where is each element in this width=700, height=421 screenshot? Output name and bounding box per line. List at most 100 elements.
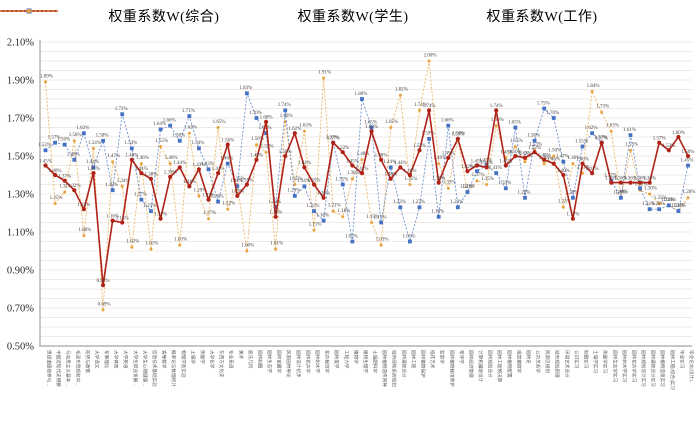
- data-point-value-label: 1.41%: [577, 166, 590, 171]
- x-category-label: 马克思主义基本…: [65, 350, 72, 387]
- data-point-value-label: 1.58%: [527, 134, 540, 139]
- data-point-marker: [43, 148, 48, 153]
- x-category-label: 园林植物造景实习: [659, 350, 666, 387]
- data-point-marker: [417, 148, 422, 153]
- data-point-marker: [485, 183, 489, 186]
- data-point-value-label: 1.32%: [105, 183, 118, 188]
- data-point-value-label: 1.50%: [548, 148, 561, 153]
- data-point-marker: [637, 180, 643, 185]
- data-point-value-label: 1.46%: [567, 156, 580, 161]
- data-point-marker: [244, 182, 249, 187]
- data-point-marker: [149, 247, 153, 251]
- data-point-marker: [225, 161, 230, 166]
- data-point-value-label: 1.31%: [462, 185, 475, 190]
- data-point-marker: [666, 203, 671, 208]
- data-point-marker: [187, 114, 192, 118]
- data-point-value-label: 1.21%: [671, 204, 684, 209]
- data-point-marker: [350, 239, 355, 244]
- data-point-value-label: 1.63%: [606, 124, 619, 129]
- data-point-marker: [446, 155, 451, 160]
- data-point-value-label: 1.37%: [58, 175, 71, 180]
- data-point-value-label: 1.29%: [193, 188, 206, 193]
- data-point-marker: [580, 161, 585, 166]
- data-point-value-label: 1.34%: [183, 180, 196, 185]
- data-point-value-label: 1.56%: [251, 137, 264, 142]
- data-point-marker: [168, 123, 173, 128]
- data-point-value-label: 1.11%: [309, 223, 322, 228]
- data-point-value-label: 1.37%: [472, 173, 485, 178]
- data-point-value-label: 1.40%: [403, 169, 416, 174]
- data-point-marker: [273, 205, 278, 210]
- data-point-marker: [360, 158, 364, 162]
- data-point-marker: [437, 162, 441, 166]
- data-point-value-label: 1.62%: [76, 126, 89, 131]
- data-point-value-label: 1.52%: [261, 145, 274, 150]
- data-point-marker: [522, 155, 528, 160]
- data-point-marker: [158, 216, 163, 221]
- data-point-value-label: 1.26%: [211, 194, 224, 199]
- data-point-value-label: 1.15%: [374, 215, 387, 220]
- data-point-marker: [446, 123, 451, 128]
- data-point-marker: [600, 110, 604, 114]
- legend-label-work: 权重系数W(工作): [486, 10, 598, 25]
- data-point-marker: [628, 148, 632, 152]
- data-point-value-label: 1.45%: [346, 159, 359, 164]
- data-point-value-label: 1.62%: [585, 126, 598, 131]
- data-point-value-label: 1.52%: [336, 146, 349, 151]
- x-category-label: 园林建筑设计: [400, 350, 407, 378]
- x-category-label: 插花艺术: [429, 350, 436, 369]
- data-point-value-label: 1.44%: [394, 161, 407, 166]
- data-point-value-label: 1.02%: [126, 240, 139, 245]
- data-point-value-label: 1.46%: [433, 156, 446, 161]
- data-point-marker: [494, 171, 499, 175]
- data-point-marker: [657, 140, 662, 145]
- data-point-marker: [263, 119, 269, 124]
- data-point-value-label: 1.23%: [393, 200, 406, 205]
- data-point-marker: [331, 140, 336, 145]
- x-category-label: 中国近现代史纲要: [55, 350, 62, 387]
- data-point-value-label: 1.40%: [557, 169, 570, 174]
- data-point-marker: [178, 243, 182, 247]
- data-point-value-label: 1.46%: [547, 157, 560, 162]
- data-point-value-label: 1.17%: [203, 211, 216, 216]
- data-point-marker: [72, 188, 77, 193]
- data-point-value-label: 1.33%: [498, 181, 511, 186]
- x-category-label: 园林花卉学: [304, 350, 311, 373]
- data-point-marker: [235, 184, 240, 189]
- data-point-value-label: 1.28%: [518, 191, 531, 196]
- x-category-label: 毕业实习: [678, 350, 685, 369]
- data-point-marker: [638, 186, 642, 191]
- data-point-value-label: 1.63%: [299, 124, 312, 129]
- legend-item-student: 权重系数W(学生): [0, 6, 408, 26]
- data-point-marker: [129, 146, 134, 151]
- data-point-value-label: 1.59%: [422, 132, 435, 137]
- data-point-marker: [148, 176, 154, 181]
- data-point-marker: [177, 165, 182, 170]
- data-point-marker: [139, 162, 143, 166]
- x-category-label: 工程力学: [343, 350, 350, 369]
- data-point-value-label: 1.57%: [48, 136, 61, 141]
- data-point-value-label: 1.35%: [335, 177, 348, 182]
- data-point-marker: [532, 138, 537, 143]
- data-point-value-label: 1.74%: [423, 104, 436, 109]
- data-point-marker: [196, 167, 202, 172]
- x-category-label: 园林植物保护: [419, 350, 426, 378]
- data-point-value-label: 1.18%: [431, 210, 444, 215]
- data-point-marker: [159, 145, 163, 148]
- data-point-value-label: 1.45%: [479, 158, 492, 163]
- x-category-label: 画法几何: [247, 350, 254, 369]
- data-point-value-label: 2.00%: [424, 53, 437, 58]
- x-category-label: 大学化学: [209, 350, 216, 369]
- x-category-label: 植物学: [352, 350, 359, 364]
- x-category-label: 思想道德修养与…: [46, 350, 53, 387]
- data-point-value-label: 1.48%: [67, 153, 80, 158]
- data-point-marker: [264, 131, 268, 136]
- data-point-marker: [187, 184, 192, 189]
- data-point-marker: [475, 179, 479, 183]
- x-axis-category-labels: 思想道德修养与… 中国近现代史纲要 马克思主义基本… 毛泽东思想和中… 形势与政策 大学语…: [46, 350, 696, 390]
- data-point-value-label: 1.34%: [297, 179, 310, 184]
- data-point-value-label: 1.24%: [663, 198, 676, 203]
- data-point-value-label: 1.46%: [576, 157, 589, 162]
- data-point-value-label: 1.36%: [605, 176, 618, 181]
- data-point-marker: [81, 131, 86, 136]
